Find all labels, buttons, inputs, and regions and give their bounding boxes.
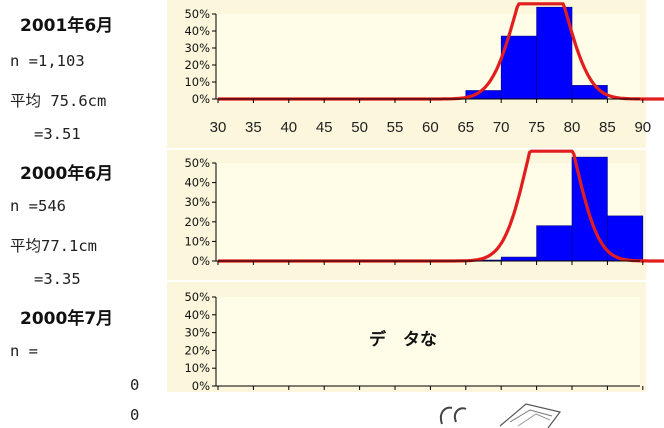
y-tick-label: 40% [184,176,210,190]
y-tick-label: 0% [192,92,210,106]
panel-2-mean: 平均77.1cm [10,237,97,255]
x-tick-label: 80 [564,119,581,136]
panel-3-header: 2000年7月 [20,309,114,329]
sketch-illustration-icon [440,403,562,428]
y-tick-label: 30% [184,195,210,209]
x-tick-label: 65 [457,119,474,136]
histogram-bar [500,256,537,262]
y-tick-label: 30% [184,41,210,55]
panel-2-n: n =546 [10,197,66,215]
panel-1-mean: 平均 75.6cm [10,92,107,110]
y-tick-label: 20% [184,215,210,229]
y-tick-label: 30% [184,326,210,340]
y-tick-label: 20% [184,343,210,357]
histogram-bar [536,6,573,100]
x-tick-label: 90 [634,119,651,136]
panel-1-n: n =1,103 [10,52,85,70]
histogram-bar [607,215,644,262]
x-tick-label: 40 [280,119,297,136]
x-tick-label: 35 [245,119,262,136]
panel-1-sd: =3.51 [34,125,81,143]
y-tick-label: 20% [184,58,210,72]
y-tick-label: 50% [184,7,210,21]
panel-3-n: n = [10,342,38,360]
x-tick-label: 85 [599,119,616,136]
chart-panel-2: 50% 40% 30% 20% 10% 0% [167,149,664,280]
panel-3-value-a: 0 [130,376,140,394]
x-tick-label: 50 [351,119,368,136]
y-tick-label: 50% [184,156,210,170]
x-tick-label: 60 [422,119,439,136]
panel-1-header: 2001年6月 [20,16,114,36]
y-tick-label: 40% [184,308,210,322]
x-tick-label: 75 [528,119,545,136]
y-tick-label: 50% [184,290,210,304]
panel-3-value-b: 0 [130,406,140,424]
x-tick-label: 55 [387,119,404,136]
y-tick-label: 10% [184,361,210,375]
panel-2-sd: =3.35 [34,270,81,288]
y-tick-label: 10% [184,234,210,248]
x-tick-label: 45 [316,119,333,136]
y-tick-label: 0% [192,379,210,393]
histogram-bar [536,225,573,262]
chart-panel-3: 50% 40% 30% 20% 10% 0% デ タな [167,282,646,393]
x-tick-label: 70 [493,119,510,136]
no-data-text: デ タな [369,329,437,350]
y-tick-label: 0% [192,254,210,268]
chart-panel-1: 50% 40% 30% 20% 10% 0%30 35 40 45 50 55 60 65 70 75 80 8… [167,0,664,148]
y-tick-label: 40% [184,24,210,38]
x-tick-label: 30 [210,119,227,136]
plot-area [216,297,640,386]
y-tick-label: 10% [184,75,210,89]
panel-2-header: 2000年6月 [20,164,114,184]
